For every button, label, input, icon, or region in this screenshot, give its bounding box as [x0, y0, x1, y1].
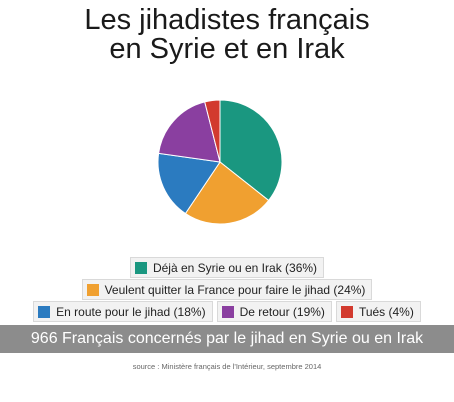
pie-slice-tues[interactable] — [204, 99, 221, 163]
legend-item-retour[interactable]: De retour (19%) — [216, 301, 332, 322]
legend-row-2: Veulent quitter la France pour faire le … — [0, 279, 454, 300]
summary-banner: 966 Français concernés par le jihad en S… — [0, 325, 454, 353]
pie-chart — [157, 99, 283, 225]
pie-slice-deja[interactable] — [219, 99, 283, 202]
legend-label-veulent: Veulent quitter la France pour faire le … — [104, 282, 366, 297]
legend-label-en-route: En route pour le jihad (18%) — [56, 304, 206, 319]
legend-swatch-en-route — [38, 305, 51, 318]
chart-title: Les jihadistes français en Syrie et en I… — [0, 6, 454, 64]
legend-label-deja: Déjà en Syrie ou en Irak (36%) — [152, 260, 318, 275]
legend-label-retour: De retour (19%) — [239, 304, 325, 319]
legend-item-tues[interactable]: Tués (4%) — [335, 301, 421, 322]
source-note: source : Ministère français de l'Intérie… — [132, 362, 322, 371]
legend-swatch-tues — [340, 305, 353, 318]
legend-label-tues: Tués (4%) — [358, 304, 414, 319]
legend-swatch-veulent — [86, 283, 99, 296]
legend-item-veulent[interactable]: Veulent quitter la France pour faire le … — [81, 279, 373, 300]
pie-slice-veulent[interactable] — [184, 161, 270, 225]
legend-item-deja[interactable]: Déjà en Syrie ou en Irak (36%) — [129, 257, 325, 278]
pie-slice-en-route[interactable] — [157, 152, 221, 215]
legend-row-1: Déjà en Syrie ou en Irak (36%) — [0, 257, 454, 278]
chart-title-line-2: en Syrie et en Irak — [109, 33, 345, 65]
legend-item-en-route[interactable]: En route pour le jihad (18%) — [33, 301, 213, 322]
legend-swatch-retour — [221, 305, 234, 318]
chart-title-line-1: Les jihadistes français — [84, 4, 370, 36]
pie-slice-retour[interactable] — [158, 101, 221, 163]
legend-swatch-deja — [134, 261, 147, 274]
legend-row-3: En route pour le jihad (18%) De retour (… — [0, 301, 454, 322]
